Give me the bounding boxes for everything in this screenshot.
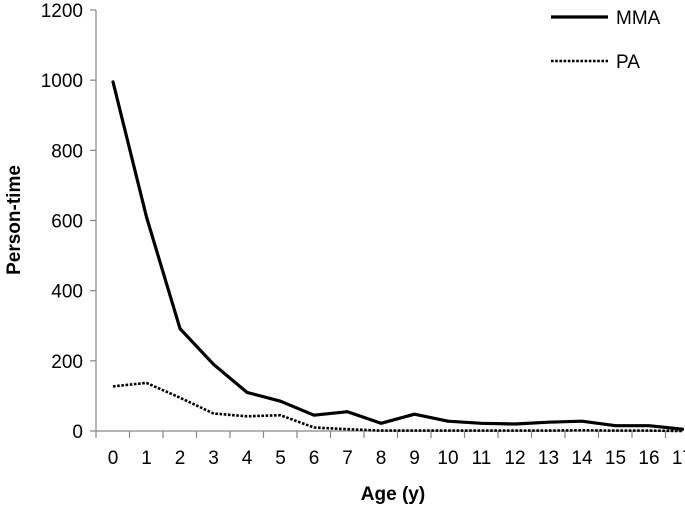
chart-series <box>111 80 685 433</box>
y-tick-label: 1000 <box>41 71 83 92</box>
x-tick-label: 13 <box>538 448 559 469</box>
x-tick-label: 9 <box>409 448 420 469</box>
legend-label-pa: PA <box>616 52 640 73</box>
y-tick-label: 600 <box>51 212 83 233</box>
x-tick-label: 16 <box>638 448 659 469</box>
x-tick-label: 6 <box>309 448 320 469</box>
x-tick-label: 1 <box>141 448 152 469</box>
legend-label-mma: MMA <box>616 8 661 29</box>
y-tick-label: 200 <box>51 352 83 373</box>
x-tick-label: 15 <box>605 448 626 469</box>
y-tick-label: 0 <box>72 422 83 443</box>
x-tick-label: 11 <box>472 448 492 469</box>
x-tick-label: 17 <box>672 448 685 469</box>
y-tick-label: 400 <box>51 282 83 303</box>
x-tick-label: 12 <box>504 448 525 469</box>
x-tick-label: 8 <box>376 448 387 469</box>
x-tick-label: 5 <box>275 448 286 469</box>
x-tick-label: 14 <box>571 448 593 469</box>
y-axis-title: Person-time <box>4 165 25 275</box>
y-tick-label: 1200 <box>41 1 83 22</box>
x-tick-label: 0 <box>108 448 119 469</box>
series-line-mma <box>111 80 685 431</box>
chart-axes <box>95 10 683 432</box>
x-tick-label: 3 <box>208 448 219 469</box>
x-tick-label: 2 <box>175 448 186 469</box>
series-line-pa <box>112 381 683 433</box>
x-tick-label: 10 <box>437 448 458 469</box>
y-tick-label: 800 <box>51 141 83 162</box>
x-tick-label: 7 <box>342 448 353 469</box>
chart-legend: MMA PA <box>551 8 661 73</box>
x-axis-title: Age (y) <box>361 484 425 505</box>
x-tick-label: 4 <box>242 448 253 469</box>
